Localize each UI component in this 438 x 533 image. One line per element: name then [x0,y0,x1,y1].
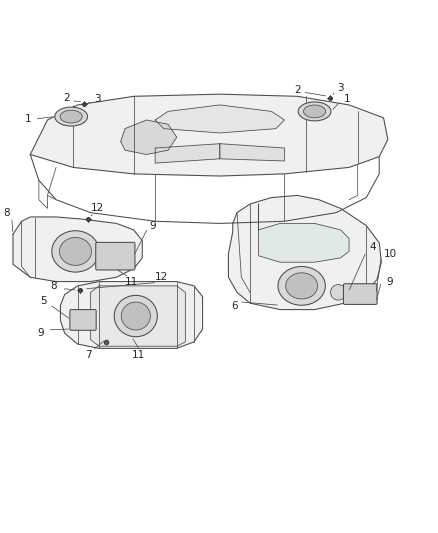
Polygon shape [91,286,185,346]
Text: 5: 5 [40,296,46,306]
Text: 11: 11 [125,277,138,287]
Text: 4: 4 [369,242,376,252]
Polygon shape [13,217,142,281]
Ellipse shape [286,273,318,299]
Text: 2: 2 [294,85,300,95]
Polygon shape [220,144,284,161]
Text: 12: 12 [155,272,168,282]
Text: 3: 3 [337,83,344,93]
FancyBboxPatch shape [343,284,377,304]
Polygon shape [60,281,202,349]
FancyBboxPatch shape [96,243,135,270]
Text: 1: 1 [343,94,350,104]
Ellipse shape [60,238,92,265]
FancyBboxPatch shape [70,310,96,330]
Polygon shape [121,120,177,155]
Text: 9: 9 [387,277,393,287]
Text: 7: 7 [85,350,92,360]
Ellipse shape [298,102,331,121]
Text: 8: 8 [51,281,57,291]
Polygon shape [155,105,284,133]
Text: 12: 12 [90,203,104,213]
Polygon shape [229,196,381,310]
Text: 3: 3 [94,94,100,104]
Text: 1: 1 [25,114,32,124]
Text: 9: 9 [150,221,156,231]
Ellipse shape [331,285,346,300]
Text: 2: 2 [64,93,70,103]
Ellipse shape [52,231,99,272]
Text: 6: 6 [232,301,238,311]
Polygon shape [155,144,220,163]
Ellipse shape [304,105,325,118]
Text: 10: 10 [383,249,396,260]
Polygon shape [30,94,388,176]
Ellipse shape [121,302,150,330]
Ellipse shape [55,107,88,126]
Text: 9: 9 [38,328,44,338]
Ellipse shape [60,110,82,123]
Ellipse shape [114,295,157,337]
Ellipse shape [278,266,325,305]
Text: 8: 8 [3,208,10,217]
Text: 11: 11 [131,350,145,360]
Polygon shape [258,204,349,262]
